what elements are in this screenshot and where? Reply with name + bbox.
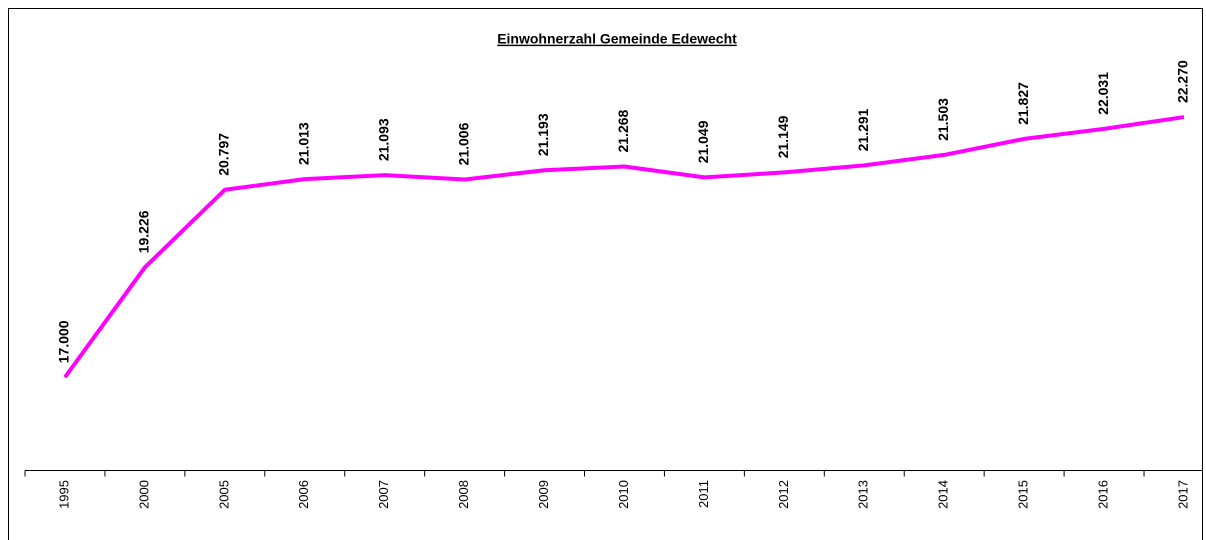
x-tick-label: 2010: [616, 480, 631, 509]
data-label: 21.268: [615, 109, 631, 152]
x-tick-label: 2008: [456, 480, 471, 509]
x-tick-label: 2013: [856, 480, 871, 509]
data-label: 20.797: [216, 133, 232, 176]
chart-frame: [8, 8, 1203, 540]
data-label: 22.270: [1175, 60, 1191, 103]
x-tick-label: 2005: [216, 480, 231, 509]
data-label: 21.006: [455, 122, 471, 165]
x-tick-label: 2000: [136, 480, 151, 509]
data-label: 17.000: [56, 320, 72, 363]
x-tick-label: 2012: [776, 480, 791, 509]
data-label: 21.193: [535, 113, 551, 156]
x-tick-label: 2014: [936, 480, 951, 509]
data-label: 21.049: [695, 120, 711, 163]
data-label: 21.013: [295, 122, 311, 165]
x-tick-label: 2016: [1095, 480, 1110, 509]
x-tick-label: 2006: [296, 480, 311, 509]
x-tick-label: 2015: [1016, 480, 1031, 509]
data-label: 22.031: [1095, 72, 1111, 115]
x-tick-label: 1995: [56, 480, 71, 509]
data-line: [63, 115, 1185, 379]
data-label: 21.093: [375, 118, 391, 161]
x-tick-label: 2011: [696, 480, 711, 508]
x-tick-label: 2007: [376, 480, 391, 509]
chart-title: Einwohnerzahl Gemeinde Edewecht: [497, 31, 737, 47]
data-label: 19.226: [136, 210, 152, 253]
x-tick-label: 2009: [536, 480, 551, 509]
data-label: 21.149: [775, 115, 791, 158]
data-label: 21.291: [855, 108, 871, 151]
data-label: 21.503: [935, 98, 951, 141]
data-label: 21.827: [1015, 82, 1031, 125]
x-tick-label: 2017: [1175, 480, 1190, 509]
